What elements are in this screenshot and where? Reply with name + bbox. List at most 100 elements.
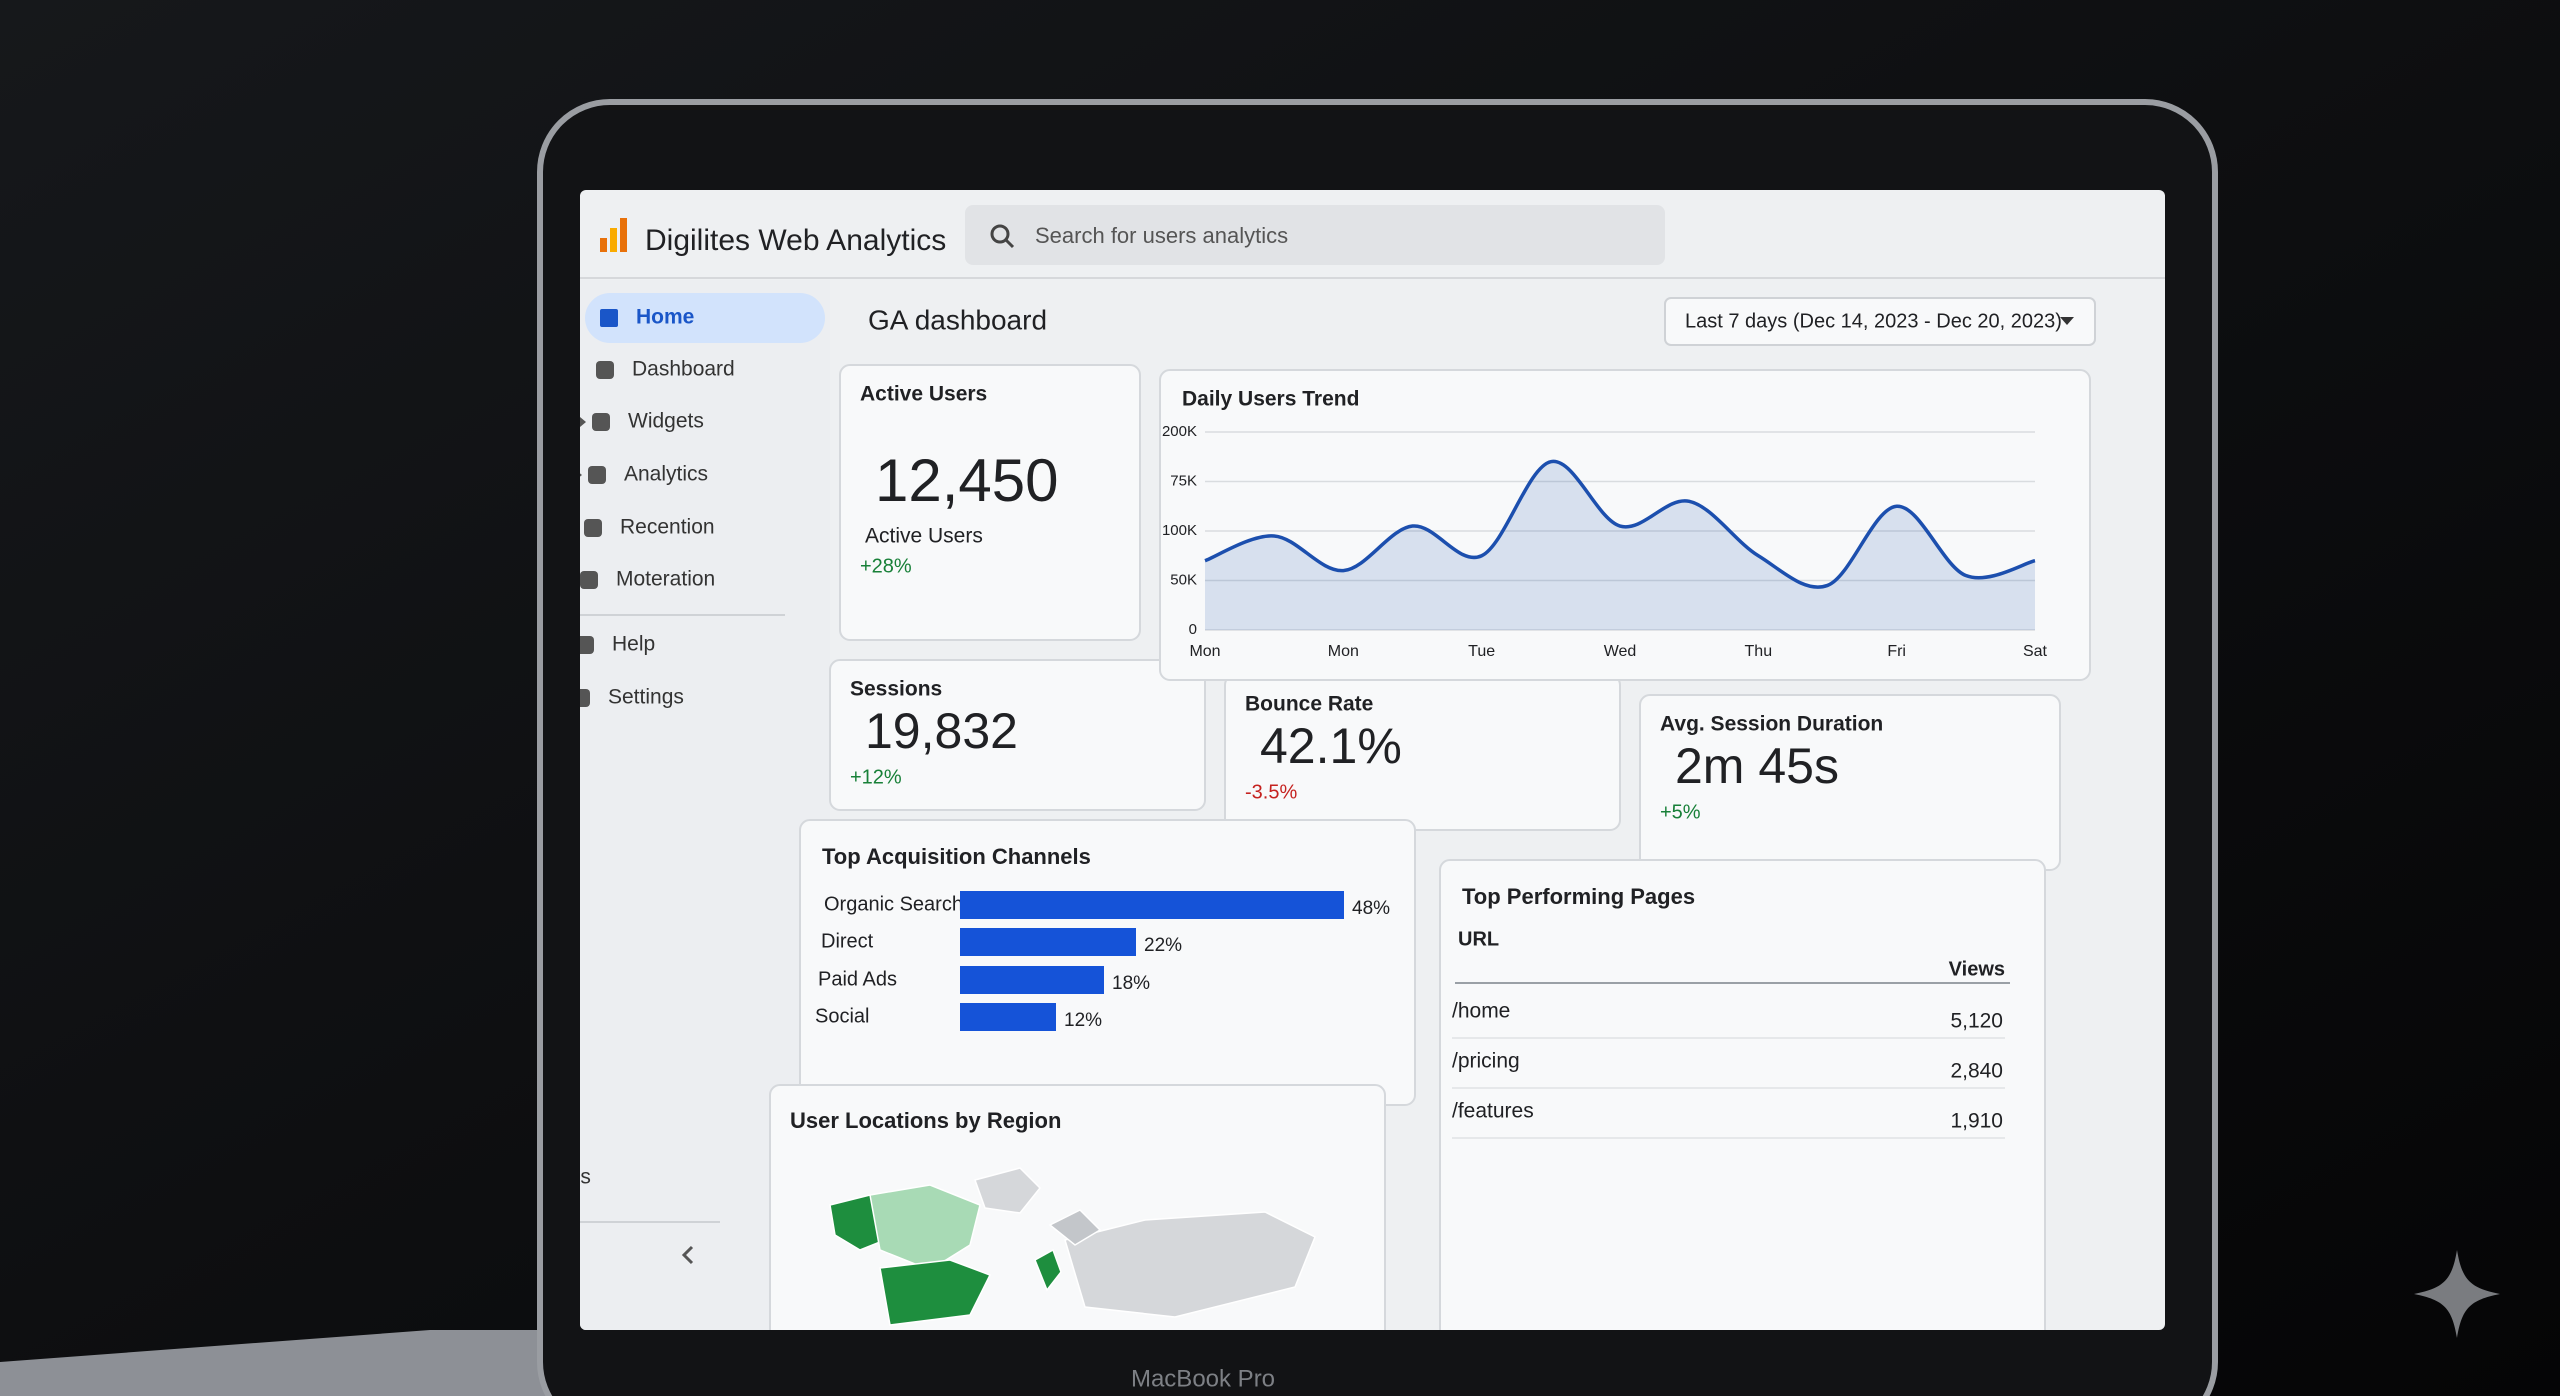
map-region <box>1048 1209 1102 1246</box>
bar-category: Organic Search <box>824 893 963 915</box>
collapse-button[interactable] <box>681 1245 694 1265</box>
map-region <box>879 1259 992 1326</box>
chart-title: Top Acquisition Channels <box>822 844 1091 869</box>
nav-icon <box>600 309 618 327</box>
map-region <box>1034 1248 1062 1292</box>
kpi-change: +12% <box>850 766 902 788</box>
bar <box>960 928 1136 956</box>
search-box[interactable]: Search for users analytics <box>965 205 1665 265</box>
line-area <box>1205 461 2035 630</box>
table-cell: 5,120 <box>1950 1010 2003 1033</box>
table-title: Top Performing Pages <box>1462 884 1695 909</box>
kpi-title: Bounce Rate <box>1245 693 1373 716</box>
laptop-base <box>0 1330 560 1396</box>
nav-icon <box>592 413 610 431</box>
kpi-value: 12,450 <box>875 447 1059 514</box>
logo-bar <box>600 238 607 252</box>
kpi-value: 2m 45s <box>1675 738 1839 794</box>
card <box>839 364 1141 641</box>
nav-label: Analytics <box>624 463 708 486</box>
page-title: GA dashboard <box>868 304 1047 335</box>
logo-bar <box>610 228 617 252</box>
bar-category: Paid Ads <box>818 968 897 990</box>
x-tick-label: Tue <box>1468 643 1495 660</box>
nav-label: Home <box>636 306 694 329</box>
app: Digilites Web Analytics Search for users … <box>481 205 2165 1330</box>
bar-value-label: 48% <box>1352 898 1390 919</box>
bar <box>960 1003 1056 1031</box>
kpi-title: Avg. Session Duration <box>1660 713 1883 736</box>
sparkle-logo <box>2414 1250 2500 1338</box>
search-placeholder: Search for users analytics <box>1035 223 1288 248</box>
nav-item[interactable]: Help <box>576 633 655 656</box>
kpi-value: 42.1% <box>1260 718 1402 774</box>
line-series <box>1204 459 2036 589</box>
search-icon <box>990 224 1010 244</box>
card <box>1439 859 2046 1330</box>
y-tick-label: 50K <box>1170 571 1197 588</box>
nav-icon <box>584 519 602 537</box>
kpi-title: Active Users <box>860 383 987 406</box>
nav-label: Settings <box>515 1166 591 1189</box>
nav-label: Moteration <box>616 568 715 591</box>
nav-caret <box>580 417 586 427</box>
kpi-value: 19,832 <box>865 703 1018 759</box>
bar-category: Direct <box>821 930 874 952</box>
kpi-change: +5% <box>1660 801 1701 823</box>
kpi-caption: Active Users <box>865 525 983 548</box>
logo-bar <box>620 218 627 252</box>
nav-label: Help <box>612 633 655 656</box>
dropdown-box[interactable] <box>1664 297 2096 346</box>
chart-title: Daily Users Trend <box>1182 388 1359 411</box>
card <box>1159 369 2091 681</box>
search-field[interactable] <box>965 205 1665 265</box>
map-region <box>869 1184 981 1271</box>
y-tick-label: 200K <box>1162 423 1197 440</box>
device-label: MacBook Pro <box>1131 1365 1275 1392</box>
table-cell: /pricing <box>1452 1050 1520 1073</box>
bar-value-label: 12% <box>1064 1010 1102 1031</box>
bar-value-label: 18% <box>1112 973 1150 994</box>
nav-item[interactable]: Widgets <box>580 410 704 433</box>
date-range-dropdown[interactable]: Last 7 days (Dec 14, 2023 - Dec 20, 2023… <box>1664 297 2096 346</box>
map-title: User Locations by Region <box>790 1108 1061 1133</box>
nav-active-bg[interactable] <box>585 293 825 343</box>
bar-value-label: 22% <box>1144 935 1182 956</box>
x-tick-label: Mon <box>1189 643 1220 660</box>
table-cell: /features <box>1452 1100 1534 1123</box>
table-header: URL <box>1458 928 1499 950</box>
table-header: Views <box>1949 958 2005 980</box>
x-tick-label: Fri <box>1887 643 1906 660</box>
dropdown-arrow <box>2060 317 2074 325</box>
kpi-title: Sessions <box>850 678 942 701</box>
nav-item[interactable]: Home <box>585 293 825 343</box>
nav-label: Dashboard <box>632 358 735 381</box>
nav-footer[interactable]: Settings <box>481 1166 591 1189</box>
table-cell: 2,840 <box>1950 1060 2003 1083</box>
nav-label: Recention <box>620 516 715 539</box>
x-tick-label: Thu <box>1745 643 1773 660</box>
nav-item[interactable]: Dashboard <box>596 358 735 381</box>
kpi-change: -3.5% <box>1245 781 1297 803</box>
map-region <box>974 1167 1042 1214</box>
nav-icon <box>580 636 594 654</box>
x-tick-label: Mon <box>1328 643 1359 660</box>
nav-item[interactable]: Analytics <box>576 463 708 486</box>
nav-item[interactable]: Recention <box>572 516 715 539</box>
screen: Digilites Web Analytics Search for users … <box>481 190 2165 1330</box>
nav-label: Widgets <box>628 410 704 433</box>
bar-category: Social <box>815 1005 869 1027</box>
date-range: Last 7 days (Dec 14, 2023 - Dec 20, 2023… <box>1685 310 2062 332</box>
table-cell: /home <box>1452 1000 1510 1023</box>
nav-item[interactable]: Moteration <box>580 568 715 591</box>
nav-icon <box>596 361 614 379</box>
x-tick-label: Wed <box>1604 643 1637 660</box>
app-title: Digilites Web Analytics <box>645 224 946 257</box>
card <box>829 659 1206 811</box>
search-icon <box>1004 238 1015 249</box>
y-tick-label: 100K <box>1162 522 1197 539</box>
nav-item[interactable]: Settings <box>560 686 684 709</box>
nav-icon <box>580 689 590 707</box>
